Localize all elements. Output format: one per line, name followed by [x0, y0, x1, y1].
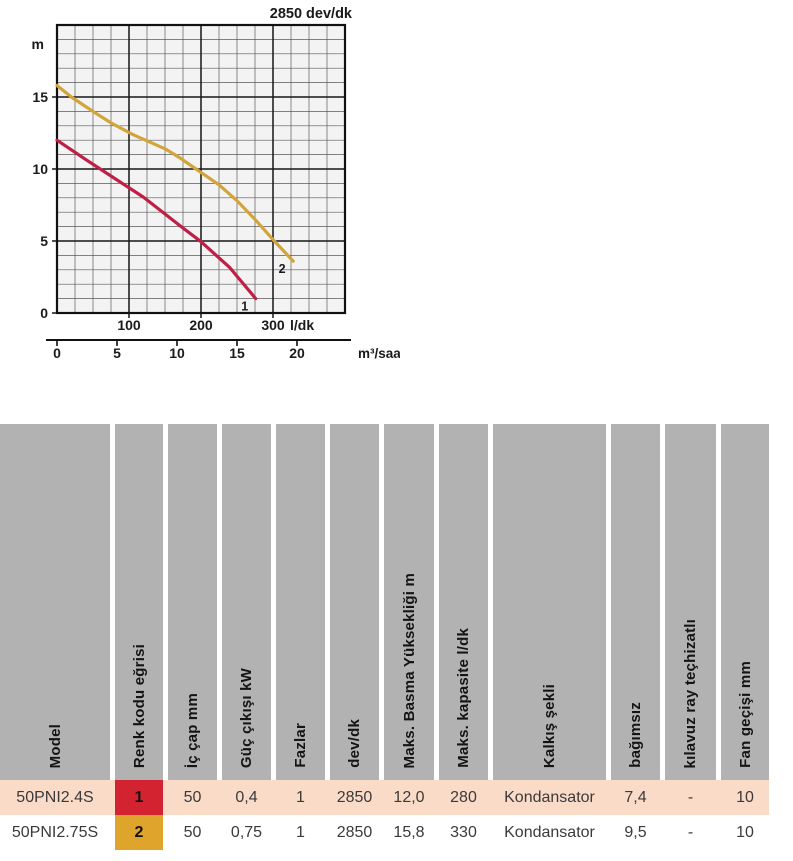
max-head-cell: 15,8 [393, 823, 425, 841]
power-output-cell: 0,75 [230, 823, 263, 841]
independent-cell: 7,4 [624, 788, 647, 806]
model-cell: 50PNI2.4S [16, 788, 94, 806]
svg-text:10: 10 [169, 345, 185, 361]
col-header-label: Güç çıkışı kW [238, 667, 255, 768]
guide-rail-cell: - [687, 823, 694, 841]
fan-passage-cell: 10 [736, 788, 754, 806]
svg-text:5: 5 [40, 233, 48, 249]
col-header-label: Maks. Basma Yüksekliği m [400, 572, 418, 768]
svg-text:m³/saat: m³/saat [358, 346, 400, 361]
col-header-guide-rail-equipped: kılavuz ray teçhizatlı [665, 424, 716, 780]
max-capacity-cell: 280 [450, 788, 477, 806]
model-cell: 50PNI2.75S [11, 823, 99, 841]
col-header-fan-passage: Fan geçişi mm [721, 424, 769, 780]
svg-text:15: 15 [229, 345, 245, 361]
svg-text:10: 10 [32, 161, 48, 177]
svg-text:2850 dev/dk: 2850 dev/dk [270, 6, 353, 22]
max-head-cell: 12,0 [393, 788, 425, 806]
svg-text:0: 0 [40, 305, 48, 321]
svg-text:20: 20 [289, 345, 305, 361]
col-header-power-output: Güç çıkışı kW [222, 424, 271, 780]
col-header-label: dev/dk [346, 719, 363, 768]
svg-text:1: 1 [241, 300, 248, 314]
starting-type-cell: Kondansator [504, 788, 595, 806]
col-header-max-capacity: Maks. kapasite l/dk [439, 424, 488, 780]
svg-text:l/dk: l/dk [290, 317, 314, 333]
inner-diameter-cell: 50 [183, 788, 202, 806]
col-header-label: Fazlar [292, 723, 309, 768]
pump-performance-chart: 1 2 2850 dev/dk m 15 10 5 0 100 200 300 l/dk 0 5 10 15 2… [0, 0, 400, 375]
table-row: 50PNI2.4S 1 50 0,4 1 2850 12,0 280 Konda… [0, 780, 769, 815]
col-header-inner-diameter: İç çap mm [168, 424, 217, 780]
pump-performance-chart-svg: 1 2 2850 dev/dk m 15 10 5 0 100 200 300 l/dk 0 5 10 15 2… [32, 6, 400, 361]
starting-type-cell: Kondansator [504, 823, 595, 841]
power-output-cell: 0,4 [235, 788, 258, 806]
col-header-label: İç çap mm [184, 692, 201, 768]
col-header-independent: bağımsız [611, 424, 660, 780]
rpm-cell: 2850 [336, 788, 373, 806]
rpm-cell: 2850 [336, 823, 373, 841]
col-header-label: bağımsız [627, 702, 644, 768]
fan-passage-cell: 10 [736, 823, 754, 841]
svg-text:200: 200 [189, 317, 213, 333]
col-header-phases: Fazlar [276, 424, 325, 780]
svg-text:15: 15 [32, 89, 48, 105]
color-code-badge: 1 [115, 780, 163, 815]
col-header-label: Maks. kapasite l/dk [455, 628, 472, 768]
spec-table: Model Renk kodu eğrisi İç çap mm Güç çık… [0, 424, 769, 850]
col-header-label: Kalkış şekli [541, 683, 558, 768]
col-header-max-head: Maks. Basma Yüksekliği m [384, 424, 434, 780]
inner-diameter-cell: 50 [183, 823, 202, 841]
phases-cell: 1 [296, 823, 305, 841]
max-capacity-cell: 330 [450, 823, 477, 841]
spec-table-header: Model Renk kodu eğrisi İç çap mm Güç çık… [0, 424, 769, 780]
svg-text:2: 2 [279, 262, 286, 276]
svg-text:m: m [32, 36, 44, 52]
svg-text:300: 300 [261, 317, 285, 333]
col-header-label: Fan geçişi mm [736, 661, 754, 768]
col-header-label: Model [46, 723, 64, 768]
col-header-label: Renk kodu eğrisi [130, 643, 148, 768]
color-code-badge: 2 [115, 815, 163, 850]
col-header-starting-type: Kalkış şekli [493, 424, 606, 780]
svg-text:5: 5 [113, 345, 121, 361]
svg-text:100: 100 [117, 317, 141, 333]
table-row: 50PNI2.75S 2 50 0,75 1 2850 15,8 330 Kon… [0, 815, 769, 850]
independent-cell: 9,5 [624, 823, 647, 841]
col-header-rpm: dev/dk [330, 424, 379, 780]
col-header-label: kılavuz ray teçhizatlı [682, 618, 699, 768]
col-header-color-code-curve: Renk kodu eğrisi [115, 424, 163, 780]
guide-rail-cell: - [687, 788, 694, 806]
phases-cell: 1 [296, 788, 305, 806]
svg-text:0: 0 [53, 345, 61, 361]
col-header-model: Model [0, 424, 110, 780]
